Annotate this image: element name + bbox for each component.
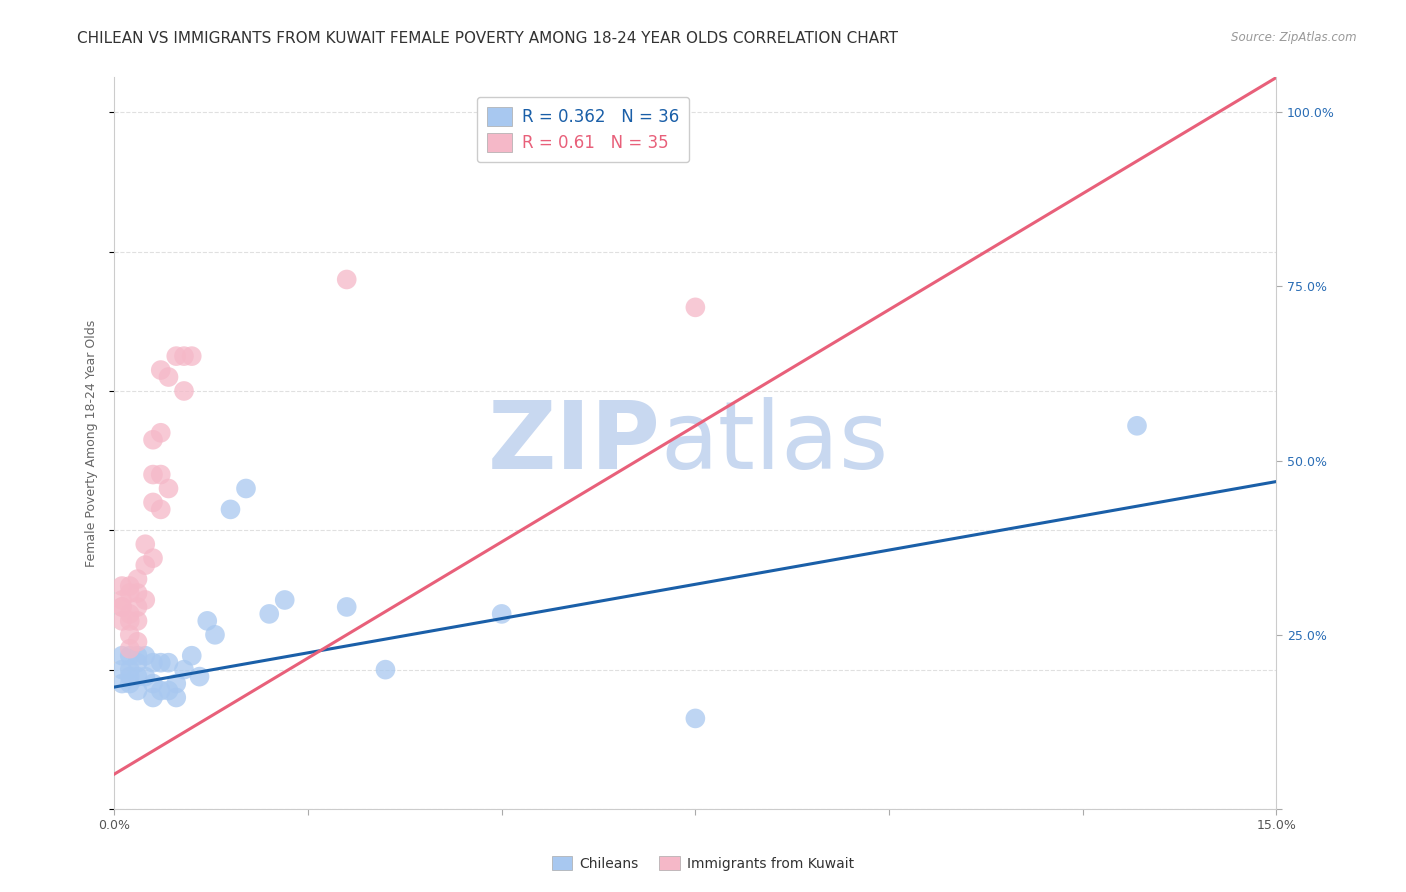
Point [157, 683, 180, 698]
Point [134, 537, 156, 551]
Point [142, 656, 165, 670]
Point [157, 482, 180, 496]
Point [173, 663, 195, 677]
Point [195, 614, 218, 628]
Point [127, 683, 149, 698]
Point [118, 648, 141, 663]
Point [142, 551, 165, 566]
Point [274, 593, 297, 607]
Text: CHILEAN VS IMMIGRANTS FROM KUWAIT FEMALE POVERTY AMONG 18-24 YEAR OLDS CORRELATI: CHILEAN VS IMMIGRANTS FROM KUWAIT FEMALE… [77, 31, 898, 46]
Point [257, 607, 280, 621]
Point [127, 572, 149, 586]
Point [127, 648, 149, 663]
Point [118, 614, 141, 628]
Point [118, 663, 141, 677]
Point [149, 656, 172, 670]
Text: ZIP: ZIP [488, 397, 661, 489]
Point [491, 607, 513, 621]
Point [118, 586, 141, 600]
Point [219, 502, 242, 516]
Point [157, 370, 180, 384]
Point [173, 384, 195, 398]
Point [111, 676, 134, 690]
Point [165, 690, 187, 705]
Point [134, 558, 156, 573]
Point [118, 579, 141, 593]
Point [149, 683, 172, 698]
Point [134, 670, 156, 684]
Y-axis label: Female Poverty Among 18-24 Year Olds: Female Poverty Among 18-24 Year Olds [86, 319, 98, 566]
Point [685, 301, 707, 315]
Point [127, 599, 149, 614]
Point [142, 690, 165, 705]
Point [165, 676, 187, 690]
Legend: R = 0.362   N = 36, R = 0.61   N = 35: R = 0.362 N = 36, R = 0.61 N = 35 [477, 96, 689, 162]
Point [118, 607, 141, 621]
Point [374, 663, 396, 677]
Point [142, 495, 165, 509]
Point [111, 663, 134, 677]
Point [118, 628, 141, 642]
Point [142, 676, 165, 690]
Point [180, 648, 202, 663]
Point [111, 648, 134, 663]
Point [127, 614, 149, 628]
Point [149, 502, 172, 516]
Point [204, 628, 226, 642]
Point [180, 349, 202, 363]
Point [111, 614, 134, 628]
Point [111, 599, 134, 614]
Point [685, 711, 707, 725]
Point [336, 599, 359, 614]
Point [188, 670, 211, 684]
Point [127, 634, 149, 648]
Point [142, 467, 165, 482]
Text: Source: ZipAtlas.com: Source: ZipAtlas.com [1232, 31, 1357, 45]
Point [149, 363, 172, 377]
Point [173, 349, 195, 363]
Point [127, 656, 149, 670]
Point [118, 641, 141, 656]
Point [1126, 418, 1149, 433]
Point [165, 349, 187, 363]
Legend: Chileans, Immigrants from Kuwait: Chileans, Immigrants from Kuwait [546, 850, 860, 876]
Point [134, 593, 156, 607]
Point [134, 648, 156, 663]
Point [127, 670, 149, 684]
Point [149, 467, 172, 482]
Point [118, 676, 141, 690]
Text: atlas: atlas [661, 397, 889, 489]
Point [111, 593, 134, 607]
Point [118, 670, 141, 684]
Point [142, 433, 165, 447]
Point [235, 482, 257, 496]
Point [127, 586, 149, 600]
Point [157, 656, 180, 670]
Point [336, 272, 359, 286]
Point [111, 579, 134, 593]
Point [111, 599, 134, 614]
Point [149, 425, 172, 440]
